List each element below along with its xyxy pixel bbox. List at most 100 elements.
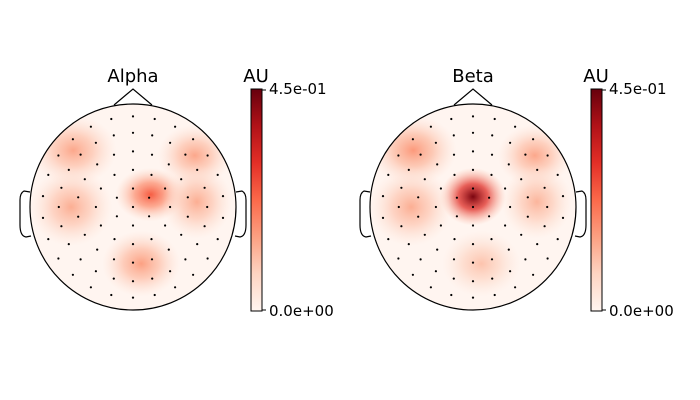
sensor-dot [110, 293, 113, 297]
sensor-dot [151, 277, 154, 280]
colorbar-min-label-beta: 0.0e+00 [609, 302, 674, 320]
sensor-dot [536, 243, 539, 246]
sensor-dot [504, 224, 507, 227]
sensor-dot [490, 173, 493, 176]
sensor-dot [471, 131, 475, 134]
head-circle-beta [369, 103, 577, 311]
sensor-dot [77, 215, 80, 218]
sensor-dot [131, 243, 135, 246]
sensor-dot [546, 205, 549, 209]
sensor-dot [115, 215, 118, 218]
sensor-dot [423, 178, 426, 181]
sensor-dot [397, 154, 400, 157]
sensor-dot [471, 224, 475, 227]
sensor-dot [96, 248, 99, 251]
activation-hotspot-right-temporal [161, 164, 232, 239]
sensor-dot [79, 258, 82, 261]
sensor-dot [490, 238, 493, 241]
sensor-dot [436, 248, 439, 251]
sensor-dot [520, 233, 523, 236]
sensor-dot [471, 280, 475, 283]
sensor-dot [203, 186, 206, 189]
sensor-dot [131, 187, 135, 190]
sensor-dot [471, 168, 475, 171]
sensor-dot [450, 117, 453, 121]
sensor-dot [47, 173, 50, 176]
sensor-dot [57, 154, 60, 157]
sensor-dot [110, 117, 113, 121]
sensor-dot [417, 215, 420, 218]
sensor-dot [206, 257, 209, 260]
sensor-dot [514, 286, 517, 289]
head-circle-alpha [29, 103, 237, 311]
sensor-dot [561, 195, 565, 198]
sensor-dot [520, 178, 523, 181]
sensor-dot [131, 261, 135, 264]
sensor-dot [453, 173, 456, 176]
sensor-dot [186, 196, 189, 199]
head-outline-alpha [19, 88, 247, 311]
sensor-dot [417, 196, 420, 199]
nose-alpha [113, 88, 153, 106]
sensor-dot [148, 215, 151, 218]
sensor-dot [455, 196, 458, 199]
sensor-dot [532, 273, 535, 276]
sensor-dot [471, 205, 475, 209]
sensor-dot [221, 195, 225, 198]
sensor-dot [490, 153, 494, 156]
sensor-dot [60, 225, 63, 228]
head-outline-beta [359, 88, 587, 311]
left-ear-alpha [19, 190, 32, 238]
sensor-dot [543, 225, 546, 228]
sensor-dot [434, 141, 437, 144]
sensor-dot [67, 168, 70, 171]
sensor-dot [112, 258, 116, 261]
sensor-dot [526, 215, 529, 218]
colorbar-max-label-beta: 4.5e-01 [609, 80, 667, 98]
sensor-dot [47, 238, 50, 241]
sensor-dot [192, 273, 195, 276]
left-ear-beta [359, 190, 372, 238]
sensor-dot [151, 134, 154, 137]
sensor-dot [397, 257, 400, 260]
sensor-dot [71, 273, 74, 276]
colorbar-max-label-alpha: 4.5e-01 [269, 80, 327, 98]
topomap-title-alpha: Alpha [107, 66, 158, 87]
sensor-dot [439, 224, 442, 227]
sensor-dot [94, 270, 97, 273]
sensor-dot [514, 125, 517, 128]
sensor-dot [196, 243, 199, 246]
sensor-dot [400, 225, 403, 228]
sensor-dot [206, 154, 209, 157]
sensor-markers-beta [381, 115, 565, 299]
sensor-dot [221, 216, 225, 219]
sensor-dot [113, 238, 116, 241]
sensor-dot [83, 233, 86, 236]
sensor-dot [471, 243, 475, 246]
topomap-panel-alpha: Alpha AU 4.5e-01 0.0e+00 [19, 66, 334, 320]
sensor-dot [507, 163, 510, 166]
sensor-dot [174, 125, 177, 128]
sensor-dot [131, 296, 135, 299]
sensor-dot [450, 293, 453, 297]
sensor-dot [452, 153, 456, 156]
sensor-dot [507, 248, 510, 251]
sensor-dot [524, 153, 527, 156]
sensor-dot [546, 154, 549, 157]
nose-beta [453, 88, 493, 106]
sensor-dot [167, 163, 170, 166]
sensor-dot [96, 163, 99, 166]
sensor-dot [471, 115, 475, 118]
sensor-dot [164, 187, 167, 190]
sensor-dot [452, 277, 455, 280]
sensor-dot [57, 257, 60, 260]
sensor-dot [196, 168, 199, 171]
sensor-dot [543, 186, 546, 189]
sensor-dot [407, 168, 410, 171]
sensor-dot [89, 125, 92, 128]
sensor-dot [471, 187, 475, 190]
sensor-dot [99, 187, 102, 190]
colorbar-unit-alpha: AU [243, 66, 269, 87]
sensor-dot [419, 153, 422, 156]
sensor-dot [94, 205, 97, 209]
